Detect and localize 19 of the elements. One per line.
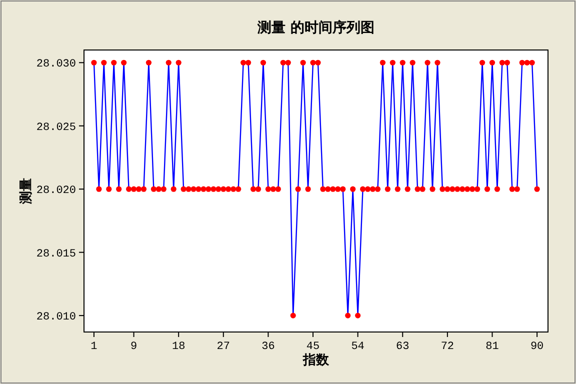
x-tick-label: 81	[486, 341, 500, 353]
y-tick-label: 28.015	[36, 248, 76, 260]
y-tick-label: 28.025	[36, 122, 76, 134]
x-tick-label: 36	[262, 341, 275, 353]
x-tick-label: 54	[351, 341, 365, 353]
x-tick-label: 18	[172, 341, 186, 353]
y-tick-label: 28.030	[36, 58, 76, 71]
x-tick-label: 45	[306, 341, 320, 353]
x-tick-label: 72	[440, 341, 454, 353]
y-tick-label: 28.010	[36, 312, 76, 324]
x-tick-label: 1	[90, 341, 98, 353]
x-tick-label: 63	[396, 341, 410, 353]
x-tick-label: 27	[216, 341, 230, 353]
x-axis-title: 指数	[302, 353, 330, 368]
chart-title: 测量 的时间序列图	[256, 19, 374, 36]
y-axis-title: 测量	[19, 178, 34, 205]
y-tick-label: 28.020	[36, 185, 76, 198]
x-tick-label: 90	[530, 341, 544, 353]
x-tick-label: 9	[130, 341, 138, 353]
